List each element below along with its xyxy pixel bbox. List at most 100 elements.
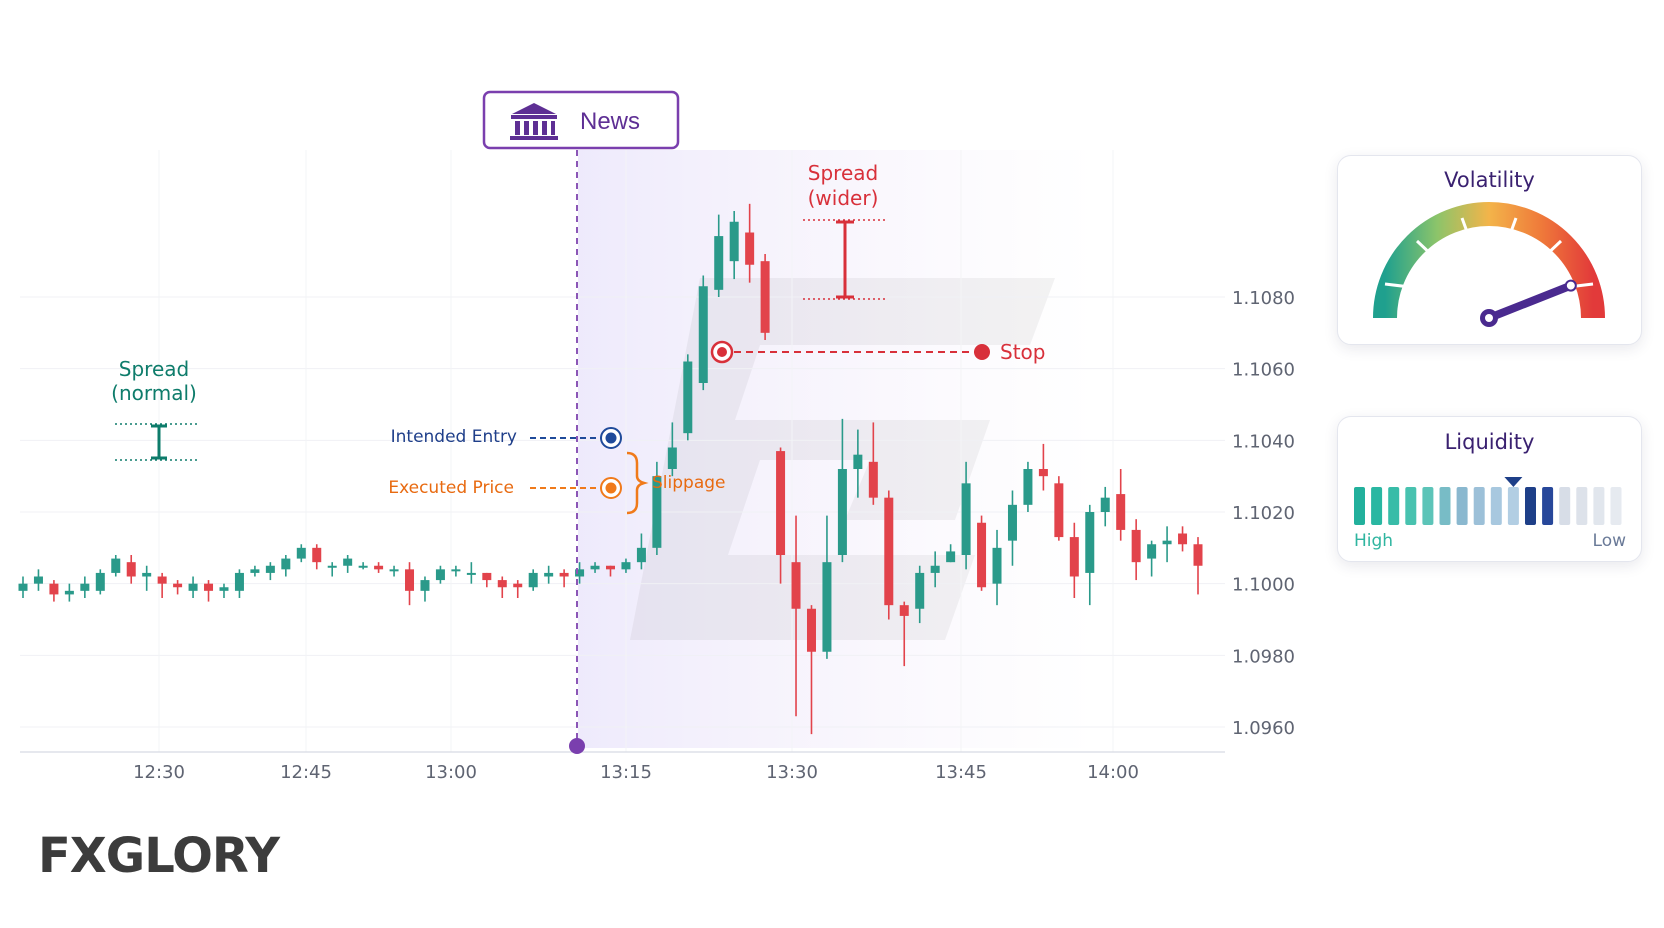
- candle-body: [1085, 512, 1095, 573]
- candle-body: [853, 454, 863, 469]
- liquidity-bar: [1525, 487, 1536, 525]
- volatility-title: Volatility: [1444, 168, 1535, 192]
- candle-body: [358, 565, 368, 568]
- liquidity-bar: [1576, 487, 1588, 525]
- y-tick-label: 1.1060: [1232, 360, 1295, 381]
- volatility-needle: [1480, 279, 1577, 327]
- liquidity-bar: [1439, 487, 1451, 525]
- candle-body: [142, 572, 152, 577]
- y-tick-label: 1.0960: [1232, 718, 1295, 739]
- liquidity-card: Liquidity High Low: [1337, 416, 1642, 562]
- y-tick-label: 1.1080: [1232, 288, 1295, 309]
- candle-body: [946, 551, 956, 563]
- candle-body: [1193, 544, 1203, 566]
- news-badge[interactable]: News: [482, 90, 680, 150]
- liquidity-marker: [1504, 477, 1523, 487]
- candle-body: [343, 558, 353, 566]
- intended-entry-label: Intended Entry: [391, 427, 517, 447]
- candle-body: [33, 576, 43, 584]
- candle-body: [636, 547, 646, 563]
- candle-body: [915, 572, 925, 609]
- candle-body: [188, 583, 198, 591]
- spread-wider-annotation: Spread (wider): [803, 161, 885, 300]
- fxglory-logo: FXGLORY: [38, 828, 280, 884]
- candle-body: [219, 587, 229, 591]
- candle-body: [1147, 544, 1157, 559]
- candle-body: [714, 236, 724, 290]
- y-tick-label: 1.1000: [1232, 575, 1295, 596]
- candle-body: [822, 562, 832, 652]
- spread-normal-line2: (normal): [111, 381, 197, 405]
- candle-body: [930, 565, 940, 573]
- spread-normal-line1: Spread: [119, 357, 189, 381]
- liquidity-bar: [1542, 487, 1554, 525]
- candle-body: [513, 583, 523, 588]
- liquidity-bar: [1507, 487, 1519, 525]
- candle-body: [497, 580, 507, 588]
- candle-body: [1069, 537, 1079, 577]
- candle-body: [1023, 469, 1033, 505]
- liquidity-low-label: Low: [1593, 531, 1627, 551]
- candle-body: [1178, 533, 1188, 545]
- spread-normal-annotation: Spread (normal): [111, 357, 198, 461]
- candle-body: [327, 565, 337, 568]
- x-axis-labels: 12:30 12:45 13:00 13:15 13:30 13:45 14:00: [133, 762, 1139, 783]
- x-tick-label: 13:00: [425, 762, 477, 783]
- x-tick-label: 14:00: [1087, 762, 1139, 783]
- volatility-card: Volatility: [1337, 155, 1642, 345]
- slippage-label: Slippage: [652, 473, 726, 493]
- candle-body: [1007, 504, 1017, 541]
- candle-body: [575, 569, 585, 577]
- liquidity-bar: [1559, 487, 1571, 525]
- bank-icon: [510, 103, 558, 140]
- candle-body: [899, 605, 909, 616]
- news-glow: [578, 150, 1098, 748]
- candle-body: [1054, 483, 1064, 538]
- candle-body: [1162, 540, 1172, 545]
- candle-body: [698, 286, 708, 383]
- candle-body: [466, 572, 476, 575]
- candle-body: [95, 572, 105, 591]
- candle-body: [126, 562, 136, 577]
- candle-body: [621, 562, 631, 570]
- candle-body: [884, 497, 894, 606]
- candle-body: [173, 583, 183, 588]
- logo-suffix: GLORY: [105, 828, 280, 884]
- candle-body: [64, 590, 74, 595]
- slippage-annotation: Slippage: [626, 451, 726, 515]
- y-tick-label: 1.1020: [1232, 503, 1295, 524]
- candle-body: [791, 562, 801, 609]
- candle-body: [157, 576, 167, 584]
- candle-body: [281, 558, 291, 570]
- intended-entry-annotation: Intended Entry: [391, 427, 622, 449]
- x-tick-label: 12:30: [133, 762, 185, 783]
- candle-body: [729, 221, 739, 262]
- liquidity-bar: [1371, 487, 1383, 525]
- candle-body: [1116, 494, 1126, 530]
- x-tick-label: 12:45: [280, 762, 332, 783]
- candle-body: [18, 583, 28, 591]
- logo-prefix: FX: [38, 828, 107, 884]
- y-tick-label: 1.1040: [1232, 431, 1295, 452]
- y-tick-label: 1.0980: [1232, 646, 1295, 667]
- candle-body: [250, 569, 260, 573]
- candle-body: [837, 469, 847, 555]
- candle-body: [868, 461, 878, 498]
- candle-body: [667, 447, 677, 469]
- candles: [18, 203, 1203, 735]
- candle-body: [528, 572, 538, 588]
- x-tick-label: 13:45: [935, 762, 987, 783]
- candle-body: [405, 569, 415, 591]
- candle-body: [265, 565, 275, 573]
- candle-body: [374, 565, 384, 570]
- candle-body: [652, 476, 662, 548]
- liquidity-bar: [1405, 487, 1417, 525]
- candle-body: [49, 583, 59, 595]
- liquidity-bar: [1490, 487, 1502, 525]
- liquidity-bar: [1610, 487, 1622, 525]
- candle-body: [80, 583, 90, 591]
- stop-annotation: Stop: [710, 340, 1045, 364]
- x-tick-label: 13:15: [600, 762, 652, 783]
- spread-wider-line1: Spread: [808, 161, 878, 185]
